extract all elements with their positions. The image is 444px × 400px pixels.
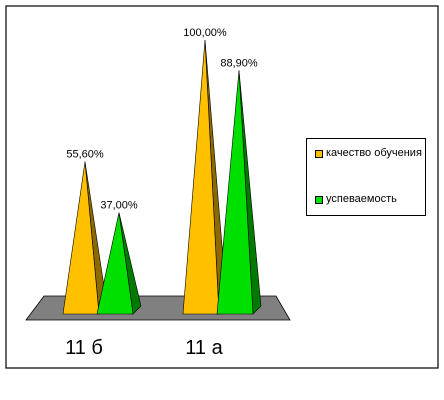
cone-front-1-0 <box>96 212 134 315</box>
legend: качество обучения успеваемость <box>306 138 426 216</box>
category-label-group: 11 б 11 а <box>65 337 223 359</box>
legend-label-progress: успеваемость <box>326 193 397 205</box>
legend-item-quality: качество обучения <box>315 147 426 160</box>
data-label-group: 55,60% 37,00% 100,00% 88,90% <box>66 27 258 212</box>
cone-front-1-1 <box>216 70 254 315</box>
cone-front-0-1 <box>182 39 220 315</box>
data-label-1-0: 37,00% <box>100 200 138 212</box>
legend-label-quality: качество обучения <box>326 147 422 159</box>
category-label-1: 11 а <box>185 337 223 359</box>
legend-swatch-progress <box>315 196 323 204</box>
data-label-1-1: 88,90% <box>220 57 258 69</box>
data-label-0-1: 100,00% <box>183 27 227 39</box>
data-label-0-0: 55,60% <box>66 149 104 161</box>
cone-front-0-0 <box>62 161 100 315</box>
cone-group <box>62 39 262 315</box>
category-label-0: 11 б <box>65 337 103 359</box>
legend-swatch-quality <box>315 150 323 158</box>
legend-item-progress: успеваемость <box>315 193 426 206</box>
